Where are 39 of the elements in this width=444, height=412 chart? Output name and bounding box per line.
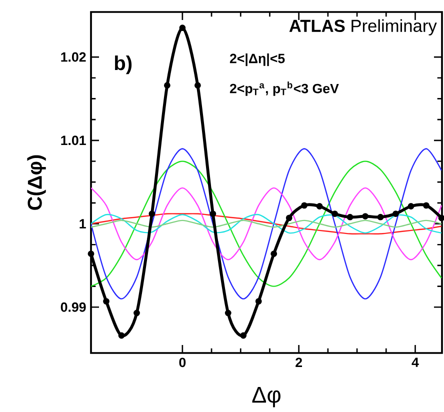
x-tick-label: 0 — [179, 358, 186, 368]
point — [423, 202, 430, 209]
point — [148, 210, 156, 217]
y-axis-title: C(Δφ) — [27, 155, 46, 210]
point — [346, 214, 354, 220]
point — [224, 310, 232, 316]
line-series — [91, 148, 442, 300]
x-axis-title: Δφ — [252, 386, 280, 408]
point — [362, 213, 368, 220]
point — [103, 298, 110, 305]
point — [179, 24, 186, 32]
y-tick-label: 0.99 — [60, 302, 86, 312]
y-tick-label: 1 — [80, 219, 86, 228]
point — [88, 250, 94, 257]
point — [332, 210, 338, 217]
point — [316, 203, 323, 210]
point — [301, 202, 308, 209]
x-tick-label: 4 — [412, 358, 419, 367]
point — [270, 250, 278, 257]
point — [210, 210, 216, 217]
point — [408, 203, 414, 210]
annotation: 2<|Δη|<5 — [230, 53, 285, 66]
point — [377, 214, 384, 220]
point — [286, 214, 292, 222]
point — [255, 298, 262, 305]
point — [392, 210, 399, 217]
annotation: ATLAS Preliminary — [289, 19, 437, 36]
point — [134, 310, 140, 316]
point — [118, 332, 125, 339]
annotation: 2<p$_{T}$$^{a}$, p$_{T}$$^{b}$<3 GeV — [230, 82, 339, 96]
annotation: b) — [114, 56, 132, 74]
x-tick-label: 2 — [296, 358, 302, 368]
y-tick-label: 1.02 — [61, 52, 86, 62]
point — [194, 82, 201, 89]
y-tick-label: 1.01 — [61, 136, 86, 146]
line-series — [91, 160, 442, 287]
point — [240, 332, 247, 339]
line-series — [91, 187, 442, 260]
point — [164, 82, 170, 89]
